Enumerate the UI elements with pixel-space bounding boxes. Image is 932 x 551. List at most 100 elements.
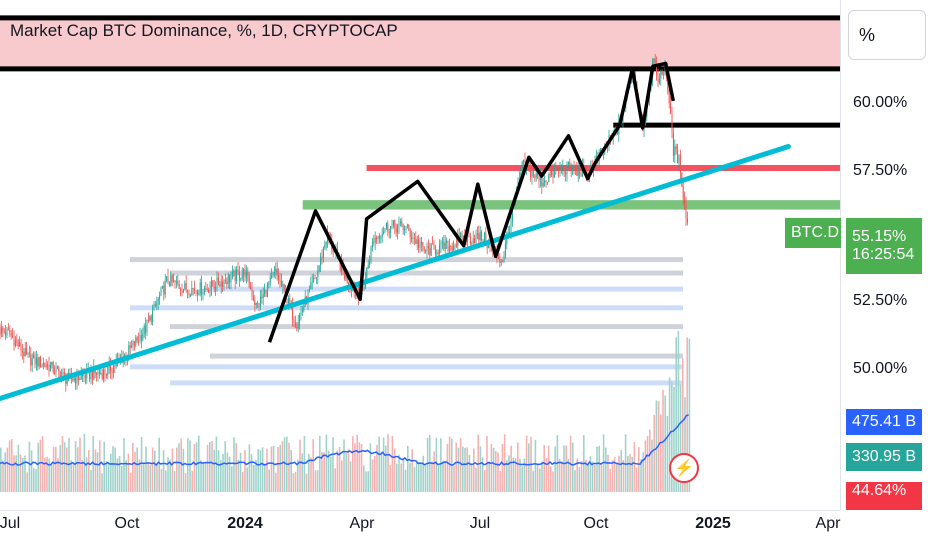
chart-plot-area[interactable]: Market Cap BTC Dominance, %, 1D, CRYPTOC… (0, 0, 840, 510)
volume-bar (649, 429, 651, 492)
candle-body (408, 225, 410, 231)
lightning-icon[interactable]: ⚡ (669, 453, 699, 483)
candle-body (133, 341, 135, 346)
candle-body (278, 274, 280, 281)
volume-bar (539, 468, 541, 492)
candle-body (185, 283, 187, 290)
volume-bar (576, 458, 578, 492)
candle-body (450, 245, 452, 247)
volume-bar (81, 459, 83, 492)
volume-bar (336, 450, 339, 492)
candle-body (558, 168, 560, 172)
chart-canvas[interactable] (0, 0, 840, 510)
candle-body (283, 284, 285, 291)
volume-bar (644, 440, 647, 492)
volume-bar (209, 441, 211, 492)
volume-bar (222, 454, 224, 492)
volume-bar (437, 465, 440, 492)
candle-body (584, 167, 586, 169)
volume-bar (616, 462, 618, 492)
candle-body (226, 281, 228, 285)
candle-body (114, 365, 116, 367)
candle-body (297, 322, 299, 329)
last-price-value: 55.15% (852, 228, 907, 245)
candle-body (664, 67, 666, 75)
volume-bar (378, 436, 380, 492)
candle-body (453, 246, 455, 251)
volume-bar (393, 448, 396, 492)
volume-bar (59, 445, 61, 492)
candle-body (80, 374, 82, 379)
volume-bar (354, 443, 356, 492)
candle-body (273, 272, 275, 274)
candle-body (418, 239, 420, 248)
volume-bar (528, 443, 530, 492)
x-tick-label: Apr (815, 515, 841, 532)
volume-bar (26, 472, 28, 492)
volume-bar (545, 458, 548, 492)
candle-body (103, 369, 105, 380)
volume-bar (457, 447, 460, 492)
candle-body (539, 175, 541, 181)
percent-scale-button[interactable]: % (848, 10, 926, 60)
candle-body (384, 227, 386, 233)
candle-body (661, 70, 663, 75)
candle-body (390, 226, 392, 234)
trendline (0, 144, 791, 402)
volume-bar (125, 460, 127, 492)
candle-body (397, 225, 399, 233)
volume-bar (92, 435, 94, 492)
volume-bar (536, 463, 539, 492)
volume-bar (638, 447, 640, 492)
candle-body (457, 235, 459, 246)
candle-body (391, 225, 393, 227)
candle-body (7, 328, 9, 331)
volume-bar (105, 460, 108, 492)
volume-bar (85, 457, 88, 492)
candle-body (180, 288, 182, 291)
candle-body (223, 280, 225, 287)
candle-body (423, 246, 425, 251)
volume-bar (380, 451, 383, 492)
time-axis[interactable] (0, 510, 840, 551)
candle-body (471, 242, 473, 244)
change-badge: 44.64% (846, 482, 922, 510)
volume-bar (512, 457, 515, 492)
volume-bar (149, 464, 152, 492)
candle-body (268, 283, 270, 285)
y-tick-label: 52.50% (853, 292, 908, 309)
volume-bar (37, 442, 39, 492)
gap-band (130, 364, 683, 370)
volume-bar (653, 415, 655, 492)
candle-body (14, 340, 16, 346)
volume-bar (8, 440, 11, 492)
candle-body (531, 171, 533, 178)
candle-body (0, 327, 2, 335)
candle-body (48, 364, 50, 372)
candle-body (128, 345, 130, 357)
volume-bar (369, 443, 372, 492)
volume-bar (74, 441, 77, 492)
candle-body (55, 367, 57, 374)
candle-body (345, 274, 347, 279)
candle-body (545, 180, 547, 182)
candle-body (143, 325, 145, 335)
volume-bar (213, 449, 215, 492)
candle-body (275, 268, 277, 273)
symbol-tag[interactable]: BTC.D (785, 218, 841, 248)
candle-body (481, 232, 483, 241)
x-tick-label: Oct (583, 515, 609, 532)
volume-bar (0, 447, 2, 492)
volume-bar (646, 436, 649, 492)
candle-body (82, 374, 84, 376)
candle-body (287, 298, 289, 304)
volume-bar (264, 463, 266, 492)
volume-bar (547, 445, 550, 492)
candle-body (324, 244, 326, 248)
volume-bar (310, 457, 312, 492)
candle-body (13, 337, 15, 346)
candle-body (469, 235, 471, 244)
volume-bar (169, 459, 171, 492)
volume-bar (418, 463, 420, 492)
volume-bar (479, 446, 482, 492)
